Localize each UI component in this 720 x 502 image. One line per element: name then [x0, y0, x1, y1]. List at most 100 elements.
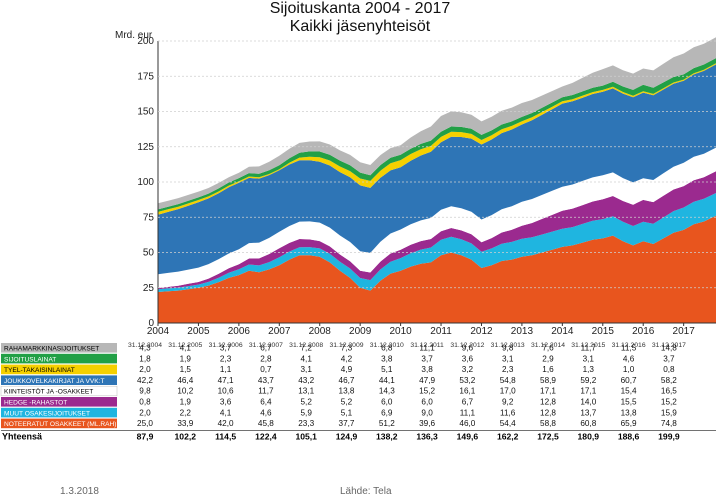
- table-row-label-bg: [1, 397, 117, 407]
- table-cell-value: 60,8: [580, 419, 596, 428]
- table-column-date: 31.12.2005: [168, 342, 202, 349]
- table-row-label: RAHAMARKKINASIJOITUKSET: [4, 346, 99, 353]
- table-cell-value: 9,2: [502, 398, 514, 407]
- table-cell-value: 2,0: [139, 365, 151, 374]
- table-column-date: 31.12.2016: [612, 342, 646, 349]
- x-tick-label: 2006: [228, 326, 251, 337]
- table-row-label-bg: [1, 375, 117, 385]
- table-cell-value: 1,0: [623, 365, 635, 374]
- table-cell-value: 0,8: [139, 398, 151, 407]
- x-tick-label: 2013: [511, 326, 534, 337]
- area-hedge-rahastot: [158, 171, 716, 290]
- area-sijoituslainat: [158, 58, 716, 212]
- x-tick-label: 2012: [470, 326, 493, 337]
- table-cell-value: 1,5: [180, 365, 192, 374]
- table-cell-value: 12,8: [540, 398, 556, 407]
- y-tick-label: 0: [148, 318, 154, 329]
- table-row-label: KIINTEISTÖT JA -OSAKKEET: [4, 388, 93, 396]
- table-cell-value: 6,4: [260, 398, 272, 407]
- table-row-label-bg: [0, 385, 118, 397]
- table-cell-value: 74,8: [661, 419, 677, 428]
- table-cell-value: 7,6: [542, 344, 554, 353]
- table-cell-value: 15,2: [661, 398, 677, 407]
- y-tick-label: 125: [137, 142, 154, 153]
- table-cell-value: 3,7: [421, 354, 433, 363]
- chart-title-block: Sijoituskanta 2004 - 2017 Kaikki jäsenyh…: [0, 0, 720, 36]
- x-tick-label: 2011: [430, 326, 452, 337]
- table-cell-value: 6,0: [421, 398, 433, 407]
- table-cell-value: 10,2: [177, 387, 193, 396]
- table-cell-value: 43,7: [258, 376, 274, 385]
- x-tick-label: 2014: [551, 326, 574, 337]
- table-total-value: 114,5: [215, 431, 236, 441]
- table-cell-value: 10,6: [218, 387, 234, 396]
- table-cell-value: 3,1: [301, 365, 313, 374]
- table-cell-value: 54,4: [500, 419, 516, 428]
- x-tick-label: 2008: [309, 326, 332, 337]
- table-cell-value: 39,6: [419, 419, 435, 428]
- table-row-label: JOUKKOVELKAKIRJAT JA VVK:T: [4, 378, 105, 385]
- table-cell-value: 60,7: [621, 376, 637, 385]
- table-cell-value: 2,3: [220, 354, 232, 363]
- table-cell-value: 1,8: [139, 354, 151, 363]
- table-cell-value: 9,0: [421, 408, 433, 417]
- table-cell-value: 0,7: [260, 365, 272, 374]
- table-cell-value: 4,1: [180, 344, 192, 353]
- table-cell-value: 42,0: [218, 419, 234, 428]
- area-layers: [158, 37, 716, 323]
- table-column-date: 31.12.2006: [209, 342, 243, 349]
- table-cell-value: 3,8: [421, 365, 433, 374]
- table-total-value: 102,2: [175, 431, 197, 441]
- table-total-value: 162,2: [497, 431, 519, 441]
- table-cell-value: 3,7: [220, 344, 232, 353]
- table-cell-value: 9,8: [139, 387, 151, 396]
- table-cell-value: 3,1: [583, 354, 595, 363]
- table-column-date: 31.12.2014: [531, 342, 565, 349]
- table-cell-value: 51,2: [379, 419, 395, 428]
- table-cell-value: 58,8: [540, 419, 556, 428]
- table-cell-value: 15,4: [621, 387, 637, 396]
- table-cell-value: 58,9: [540, 376, 556, 385]
- table-cell-value: 58,2: [661, 376, 677, 385]
- table-cell-value: 53,2: [459, 376, 475, 385]
- table-cell-value: 45,8: [258, 419, 274, 428]
- table-row-label: NOTEERATUT OSAKKEET (ML.RAH): [4, 421, 116, 428]
- table-cell-value: 3,2: [462, 365, 474, 374]
- table-cell-value: 7,2: [301, 344, 313, 353]
- table-column-date: 31.12.2009: [329, 342, 363, 349]
- table-cell-value: 14,8: [661, 344, 677, 353]
- table-column-date: 31.12.2011: [410, 342, 444, 349]
- table-cell-value: 4,1: [301, 354, 313, 363]
- y-tick-label: 200: [137, 36, 154, 47]
- table-cell-value: 2,0: [139, 408, 151, 417]
- table-cell-value: 4,9: [341, 365, 353, 374]
- table-cell-value: 3,6: [220, 398, 232, 407]
- table-cell-value: 65,9: [621, 419, 637, 428]
- table-cell-value: 1,9: [180, 354, 192, 363]
- table-cell-value: 15,9: [661, 408, 677, 417]
- table-cell-value: 5,2: [301, 398, 313, 407]
- y-tick-label: 75: [143, 212, 155, 223]
- table-cell-value: 2,2: [180, 408, 192, 417]
- table-column-date: 31.12.2007: [249, 342, 283, 349]
- table-cell-value: 3,8: [381, 354, 393, 363]
- table-column-date: 31.12.2010: [370, 342, 404, 349]
- table-cell-value: 4,1: [220, 408, 232, 417]
- table-row-label: HEDGE -RAHASTOT: [4, 400, 67, 407]
- y-tick-label: 150: [137, 107, 154, 118]
- table-cell-value: 11,6: [500, 408, 516, 417]
- table-cell-value: 37,7: [339, 419, 355, 428]
- table-cell-value: 6,8: [381, 344, 393, 353]
- table-cell-value: 13,8: [339, 387, 355, 396]
- table-cell-value: 14,0: [580, 398, 596, 407]
- table-cell-value: 15,2: [419, 387, 435, 396]
- table-row-label-bg: [1, 407, 117, 418]
- area-rahamarkkinasijoitukset: [158, 37, 716, 210]
- table-cell-value: 11,1: [419, 344, 435, 353]
- table-cell-value: 25,0: [137, 419, 153, 428]
- table-cell-value: 4,6: [260, 408, 272, 417]
- table-cell-value: 46,0: [459, 419, 475, 428]
- x-tick-label: 2017: [673, 326, 696, 337]
- table-cell-value: 9,6: [462, 344, 474, 353]
